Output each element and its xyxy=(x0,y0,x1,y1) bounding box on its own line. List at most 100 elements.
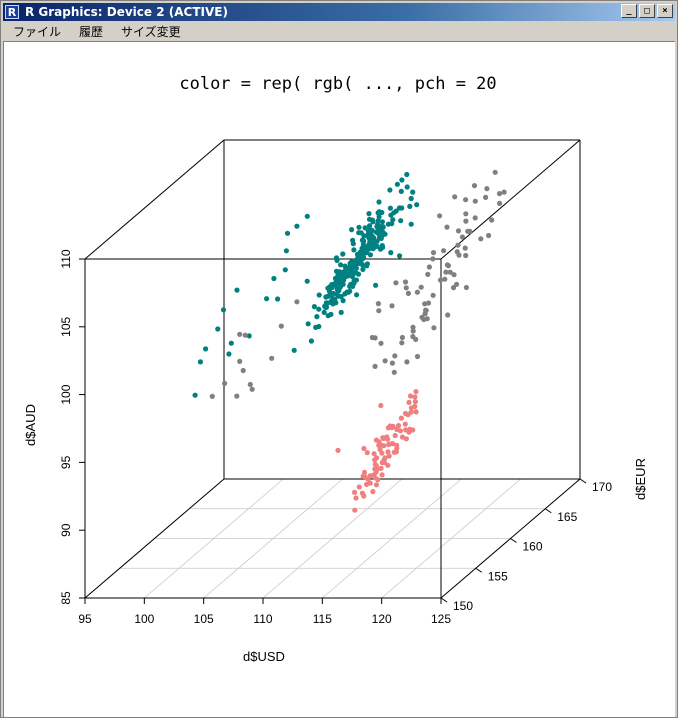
data-point-series-1 xyxy=(410,333,416,340)
y-tick-label: 105 xyxy=(59,316,73,336)
data-point-series-2 xyxy=(378,465,384,471)
data-point-series-1 xyxy=(455,242,461,248)
data-point-series-2 xyxy=(373,437,379,443)
data-point-series-1 xyxy=(222,380,228,386)
data-point-series-1 xyxy=(463,218,469,224)
box-edge xyxy=(84,139,225,260)
z-tick-mark xyxy=(579,478,587,484)
x-tick-label: 105 xyxy=(194,612,214,626)
data-point-series-1 xyxy=(419,314,425,320)
data-point-series-0 xyxy=(350,241,356,247)
data-point-series-0 xyxy=(366,211,372,217)
data-point-series-1 xyxy=(489,217,495,223)
data-point-series-0 xyxy=(347,288,353,294)
data-point-series-0 xyxy=(338,271,344,277)
data-point-series-0 xyxy=(305,321,311,327)
data-point-series-2 xyxy=(367,473,373,479)
data-point-series-2 xyxy=(352,507,358,513)
data-point-series-2 xyxy=(385,449,391,455)
data-point-series-0 xyxy=(397,253,403,259)
data-point-series-1 xyxy=(423,307,429,313)
data-point-series-2 xyxy=(412,394,418,400)
data-point-series-1 xyxy=(376,308,382,314)
data-point-series-0 xyxy=(314,314,320,320)
data-point-series-1 xyxy=(269,355,275,361)
data-point-series-0 xyxy=(348,281,354,287)
data-point-series-1 xyxy=(437,213,443,219)
data-point-series-2 xyxy=(406,399,412,405)
data-point-series-1 xyxy=(294,299,300,305)
data-point-series-0 xyxy=(330,290,337,297)
data-point-series-2 xyxy=(406,429,412,435)
z-axis-label: d$EUR xyxy=(633,458,648,500)
data-point-series-0 xyxy=(404,171,410,178)
data-point-series-2 xyxy=(399,434,406,440)
data-point-series-2 xyxy=(361,445,367,452)
data-point-series-0 xyxy=(342,291,348,297)
data-point-series-0 xyxy=(391,210,397,216)
z-tick-label: 155 xyxy=(488,569,508,583)
data-point-series-1 xyxy=(404,359,410,365)
data-point-series-2 xyxy=(394,426,400,432)
data-point-series-0 xyxy=(291,347,297,353)
y-tick-label: 85 xyxy=(59,591,73,605)
x-tick-label: 110 xyxy=(253,612,272,626)
menu-history[interactable]: 履歴 xyxy=(79,25,104,39)
maximize-button[interactable]: □ xyxy=(639,4,655,18)
data-point-series-1 xyxy=(463,252,469,259)
data-point-series-0 xyxy=(361,238,367,244)
data-point-series-0 xyxy=(363,245,369,251)
data-point-series-0 xyxy=(234,287,240,293)
data-point-series-1 xyxy=(405,290,411,296)
chart-title: color = rep( rgb( ..., pch = 20 xyxy=(179,74,496,94)
data-point-series-0 xyxy=(323,304,329,310)
data-point-series-0 xyxy=(340,298,346,304)
data-point-series-2 xyxy=(394,442,400,448)
data-point-series-1 xyxy=(456,252,462,258)
data-point-series-0 xyxy=(399,177,405,183)
data-point-series-0 xyxy=(367,223,373,229)
z-tick-mark xyxy=(510,538,517,543)
data-point-series-1 xyxy=(425,271,431,277)
z-tick-mark xyxy=(475,567,483,573)
data-point-series-2 xyxy=(370,489,376,495)
data-point-series-1 xyxy=(462,245,468,251)
data-point-series-1 xyxy=(497,200,503,206)
minimize-button[interactable]: _ xyxy=(621,4,637,18)
data-point-series-0 xyxy=(351,279,357,285)
z-tick-label: 160 xyxy=(523,540,543,554)
close-button[interactable]: × xyxy=(657,4,673,18)
data-point-series-1 xyxy=(389,360,395,366)
data-point-series-0 xyxy=(349,268,355,274)
data-point-series-1 xyxy=(378,340,384,346)
data-point-series-2 xyxy=(373,463,379,469)
axis-ticks: 95 100 105 110 115 120 125 85 90 95 100 105 110 150 15… xyxy=(59,249,612,626)
data-point-series-2 xyxy=(372,457,378,463)
data-point-series-0 xyxy=(376,235,382,241)
data-point-series-1 xyxy=(463,197,469,203)
z-tick-mark xyxy=(544,508,552,514)
data-point-series-2 xyxy=(361,469,368,475)
data-point-series-0 xyxy=(387,187,393,193)
data-point-series-2 xyxy=(375,477,381,483)
data-point-series-1 xyxy=(441,248,447,254)
data-point-series-0 xyxy=(338,262,344,268)
z-tick-label: 150 xyxy=(453,599,473,613)
data-point-series-1 xyxy=(410,324,416,330)
data-point-series-0 xyxy=(398,188,404,194)
data-point-series-0 xyxy=(410,189,416,195)
data-point-series-0 xyxy=(304,278,310,284)
data-point-series-1 xyxy=(414,289,420,295)
data-point-series-1 xyxy=(443,269,449,275)
menu-resize[interactable]: サイズ変更 xyxy=(121,25,181,39)
menu-file[interactable]: ファイル xyxy=(13,25,62,39)
data-point-series-2 xyxy=(413,389,419,395)
data-point-series-0 xyxy=(271,275,277,282)
data-point-series-2 xyxy=(413,409,419,415)
data-point-series-0 xyxy=(358,230,364,236)
data-point-series-1 xyxy=(399,334,405,341)
data-point-series-0 xyxy=(349,227,355,233)
data-point-series-0 xyxy=(246,333,252,339)
title-bar[interactable]: R R Graphics: Device 2 (ACTIVE) _ □ × xyxy=(3,3,675,21)
data-point-series-1 xyxy=(452,194,458,200)
